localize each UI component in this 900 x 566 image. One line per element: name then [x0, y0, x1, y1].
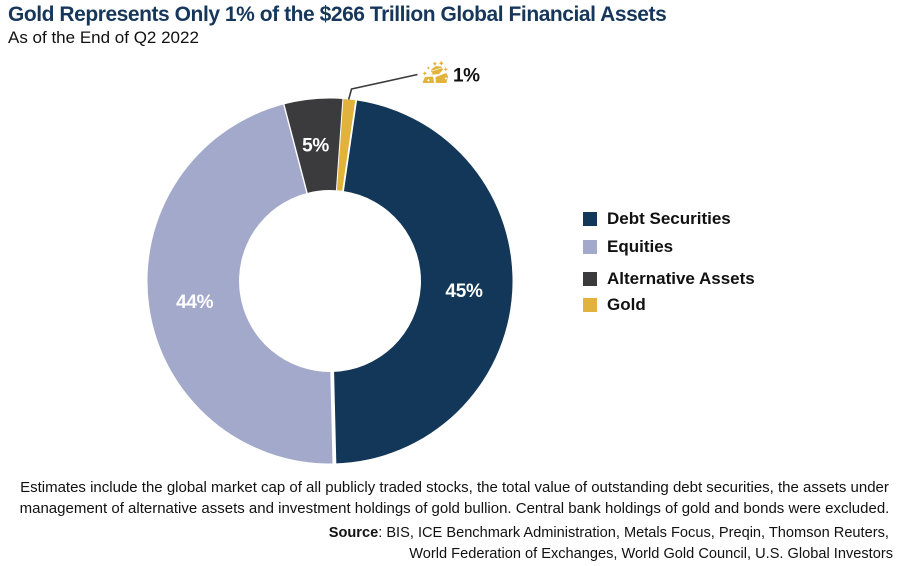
svg-text:44%: 44% — [176, 292, 214, 313]
svg-text:45%: 45% — [445, 281, 483, 302]
svg-text:5%: 5% — [302, 135, 329, 156]
svg-text:1%: 1% — [453, 66, 480, 87]
